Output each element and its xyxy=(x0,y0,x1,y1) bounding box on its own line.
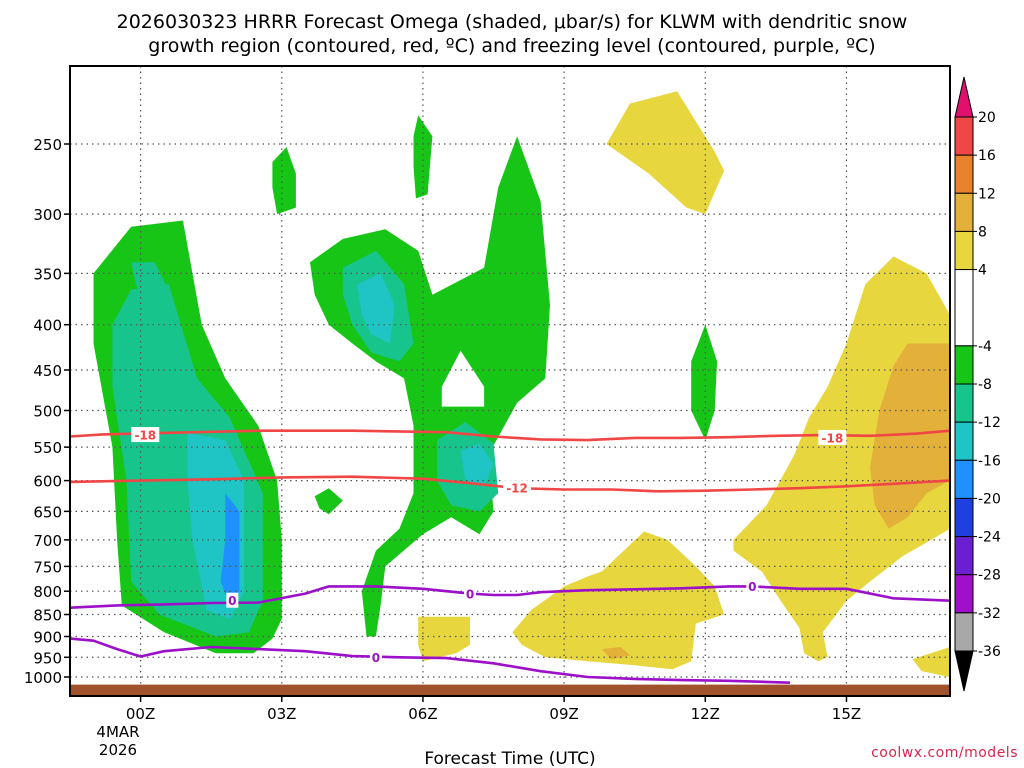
colorbar-label--28: -28 xyxy=(978,568,1001,584)
freezing-level-upper-label-2: 0 xyxy=(466,588,474,602)
freezing-level-upper-label-2-bg xyxy=(464,586,476,602)
colorbar-label-16: 16 xyxy=(978,148,996,164)
colorbar-bin--24-to--20 xyxy=(954,497,974,538)
colorbar-label-4: 4 xyxy=(978,263,987,279)
colorbar-label--32: -32 xyxy=(978,606,1001,622)
colorbar-label--12: -12 xyxy=(978,415,1001,431)
dgz-minus-18-label: -18 xyxy=(134,429,156,443)
y-tick-label-900: 900 xyxy=(33,628,62,646)
x-tick-label-00Z: 00Z xyxy=(126,705,155,723)
dgz-minus-12-label-bg xyxy=(503,480,532,496)
colorbar-bin--12-to--8 xyxy=(954,383,974,423)
colorbar-bin-4-to-8 xyxy=(954,230,974,271)
colorbar-bin-12-to-16 xyxy=(954,154,974,194)
y-tick-label-300: 300 xyxy=(33,206,62,224)
y-tick-label-950: 950 xyxy=(33,649,62,667)
dgz-minus-12-line xyxy=(70,475,950,493)
x-tick-label-03Z: 03Z xyxy=(267,705,296,723)
y-tick-label-800: 800 xyxy=(33,583,62,601)
x-axis-label: Forecast Time (UTC) xyxy=(424,749,595,768)
dgz-minus-12-label: -12 xyxy=(506,482,528,496)
freezing-level-lower-label: 0 xyxy=(372,651,380,665)
rising-motion-top-sliver xyxy=(413,115,433,199)
plot-frame xyxy=(69,65,951,697)
colorbar-label--8: -8 xyxy=(978,377,992,393)
colorbar-bin-16-to-20 xyxy=(954,116,974,156)
dgz-minus-18-label-2-bg xyxy=(818,429,847,445)
dgz-minus-18-label-bg xyxy=(131,427,160,443)
sinking-motion-mid-core xyxy=(601,647,630,660)
rising-motion-upper-small xyxy=(272,147,296,215)
colorbar-label--24: -24 xyxy=(978,530,1001,546)
plot-area xyxy=(70,66,950,696)
colorbar-label--4: -4 xyxy=(978,339,992,355)
rising-motion-column-1-max xyxy=(220,493,240,606)
y-tick-label-400: 400 xyxy=(33,317,62,335)
sinking-motion-right-main xyxy=(733,256,950,662)
y-tick-label-750: 750 xyxy=(33,558,62,576)
colorbar-bin--8-to--4 xyxy=(954,345,974,385)
colorbar-label-12: 12 xyxy=(978,186,996,202)
y-tick-label-550: 550 xyxy=(33,439,62,457)
x-tick-label-06Z: 06Z xyxy=(408,705,437,723)
omega-hole-notch xyxy=(441,350,485,407)
x-tick-label-09Z: 09Z xyxy=(549,705,578,723)
date-label-year: 2026 xyxy=(99,741,137,759)
rising-motion-column-2-lower-strong xyxy=(460,443,494,487)
rising-motion-thin-12z xyxy=(691,324,718,441)
y-tick-label-250: 250 xyxy=(33,136,62,154)
sinking-motion-mid xyxy=(512,531,725,670)
colorbar-bin-8-to-12 xyxy=(954,192,974,232)
freezing-level-upper-label-3-bg xyxy=(746,578,759,594)
colorbar-bin--20-to--16 xyxy=(954,459,974,499)
y-tick-label-450: 450 xyxy=(33,362,62,380)
credit-label: coolwx.com/models xyxy=(871,745,1018,761)
x-tick-label-15Z: 15Z xyxy=(832,705,861,723)
colorbar-bin-20-to-24 xyxy=(954,76,974,118)
sinking-motion-low-left xyxy=(418,616,470,662)
colorbar-bin--40-to--36 xyxy=(954,650,974,692)
colorbar-label--36: -36 xyxy=(978,644,1001,660)
y-tick-label-850: 850 xyxy=(33,607,62,625)
y-tick-label-650: 650 xyxy=(33,503,62,521)
chart-title-line-1: 2026030323 HRRR Forecast Omega (shaded, … xyxy=(117,11,908,33)
dgz-minus-18-label-2: -18 xyxy=(822,431,844,445)
rising-motion-column-2-strong-core xyxy=(357,273,395,344)
y-tick-label-350: 350 xyxy=(33,265,62,283)
y-tick-label-500: 500 xyxy=(33,403,62,421)
terrain-strip xyxy=(70,684,950,696)
date-label-day: 4MAR xyxy=(96,723,139,741)
rising-motion-small-blob xyxy=(314,488,343,515)
freezing-level-upper-label: 0 xyxy=(228,594,236,608)
y-tick-label-700: 700 xyxy=(33,532,62,550)
freezing-level-upper-label-bg xyxy=(226,592,239,608)
colorbar-label--16: -16 xyxy=(978,453,1001,469)
colorbar-bin--28-to--24 xyxy=(954,536,974,576)
sinking-motion-low-right xyxy=(912,647,950,677)
x-tick-label-12Z: 12Z xyxy=(691,705,720,723)
colorbar-label--20: -20 xyxy=(978,491,1001,507)
colorbar-bin--16-to--12 xyxy=(954,421,974,461)
colorbar-bin--4-to-4 xyxy=(954,269,974,347)
colorbar-bin--32-to--28 xyxy=(954,574,974,614)
colorbar-label-20: 20 xyxy=(978,110,996,126)
freezing-level-lower-label-bg xyxy=(369,649,382,665)
colorbar-label-8: 8 xyxy=(978,224,987,240)
freezing-level-upper-label-3: 0 xyxy=(748,580,756,594)
y-tick-label-600: 600 xyxy=(33,473,62,491)
chart-title-line-2: growth region (contoured, red, ºC) and f… xyxy=(148,35,875,57)
colorbar-bin--36-to--32 xyxy=(954,612,974,652)
y-tick-label-1000: 1000 xyxy=(24,669,62,687)
sinking-motion-top xyxy=(606,91,725,215)
